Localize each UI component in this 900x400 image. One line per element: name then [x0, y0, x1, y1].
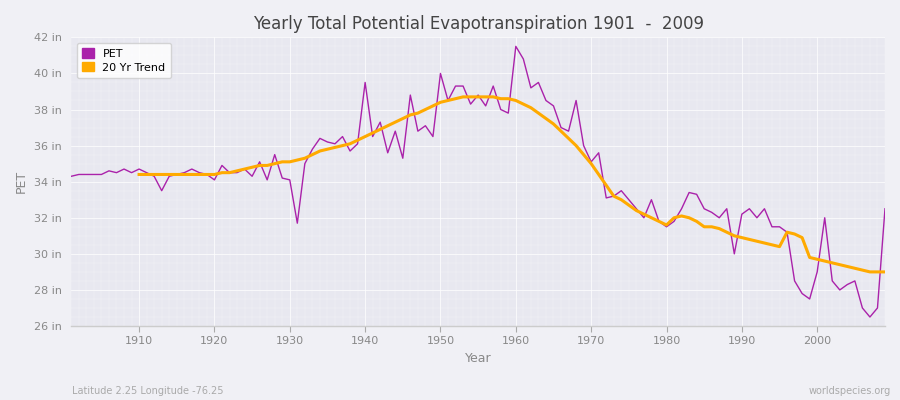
20 Yr Trend	[134, 172, 145, 177]
20 Yr Trend	[277, 160, 288, 164]
Title: Yearly Total Potential Evapotranspiration 1901  -  2009: Yearly Total Potential Evapotranspiratio…	[253, 15, 704, 33]
X-axis label: Year: Year	[464, 352, 491, 365]
PET	[126, 170, 137, 175]
PET	[338, 134, 348, 139]
20 Yr Trend	[307, 152, 318, 157]
PET	[518, 56, 528, 61]
20 Yr Trend	[827, 260, 838, 265]
Line: PET: PET	[71, 46, 885, 317]
20 Yr Trend	[879, 270, 890, 274]
20 Yr Trend	[865, 270, 876, 274]
Y-axis label: PET: PET	[15, 170, 28, 193]
PET	[66, 174, 77, 179]
PET	[608, 194, 619, 198]
Text: worldspecies.org: worldspecies.org	[809, 386, 891, 396]
PET	[510, 44, 521, 49]
Legend: PET, 20 Yr Trend: PET, 20 Yr Trend	[76, 43, 171, 78]
PET	[503, 111, 514, 116]
20 Yr Trend	[458, 94, 469, 99]
PET	[879, 206, 890, 211]
PET	[292, 221, 302, 226]
20 Yr Trend	[850, 266, 860, 271]
Line: 20 Yr Trend: 20 Yr Trend	[140, 97, 885, 272]
20 Yr Trend	[526, 105, 536, 110]
Text: Latitude 2.25 Longitude -76.25: Latitude 2.25 Longitude -76.25	[72, 386, 223, 396]
PET	[865, 315, 876, 320]
20 Yr Trend	[586, 161, 597, 166]
